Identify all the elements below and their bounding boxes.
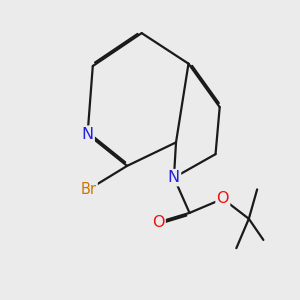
Text: N: N xyxy=(168,170,180,185)
Text: Br: Br xyxy=(81,182,97,197)
Text: O: O xyxy=(152,215,165,230)
Text: O: O xyxy=(217,191,229,206)
Text: N: N xyxy=(82,127,94,142)
